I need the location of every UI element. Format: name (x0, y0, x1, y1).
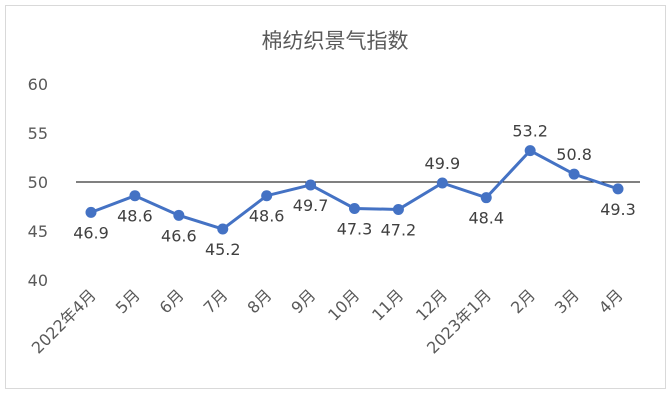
data-label: 49.9 (425, 154, 461, 173)
x-tick-label: 7月 (200, 285, 232, 317)
x-tick-label: 8月 (244, 285, 276, 317)
data-label: 46.9 (73, 223, 109, 242)
data-point (612, 183, 624, 195)
x-tick-label: 11月 (368, 285, 407, 324)
data-point (436, 177, 448, 189)
data-point (85, 206, 97, 218)
data-label: 46.6 (161, 226, 197, 245)
data-point (349, 202, 360, 214)
data-label: 49.3 (600, 200, 636, 219)
chart-title: 棉纺织景气指数 (262, 29, 409, 53)
y-tick-label: 40 (28, 271, 48, 290)
data-point (305, 179, 317, 191)
data-point (261, 190, 273, 202)
data-point (129, 190, 141, 202)
x-tick-label: 2月 (507, 285, 539, 317)
data-label: 48.6 (249, 207, 285, 226)
data-label: 48.6 (117, 207, 153, 226)
y-tick-label: 45 (28, 222, 48, 241)
data-label: 47.2 (381, 220, 417, 239)
x-tick-label: 3月 (551, 285, 583, 317)
data-point (217, 223, 229, 235)
y-tick-label: 50 (28, 173, 48, 192)
data-point (173, 209, 185, 221)
x-tick-label: 6月 (156, 285, 188, 317)
data-label: 48.4 (468, 209, 504, 228)
y-tick-label: 55 (28, 124, 48, 143)
y-tick-label: 60 (28, 75, 48, 94)
data-point (392, 203, 404, 215)
data-point (480, 192, 492, 204)
x-tick-label: 2022年4月 (28, 285, 100, 357)
data-point (524, 145, 536, 157)
data-label: 49.7 (293, 196, 329, 215)
series-line (90, 148, 619, 231)
x-tick-label: 4月 (595, 285, 627, 317)
x-tick-label: 12月 (412, 285, 451, 324)
x-tick-label: 9月 (287, 285, 319, 317)
data-label: 50.8 (556, 145, 592, 164)
data-point (568, 168, 580, 180)
data-label: 45.2 (205, 240, 241, 259)
x-tick-label: 5月 (112, 285, 144, 317)
x-tick-label: 10月 (324, 285, 363, 324)
data-label: 47.3 (337, 219, 373, 238)
data-label: 53.2 (512, 122, 548, 141)
